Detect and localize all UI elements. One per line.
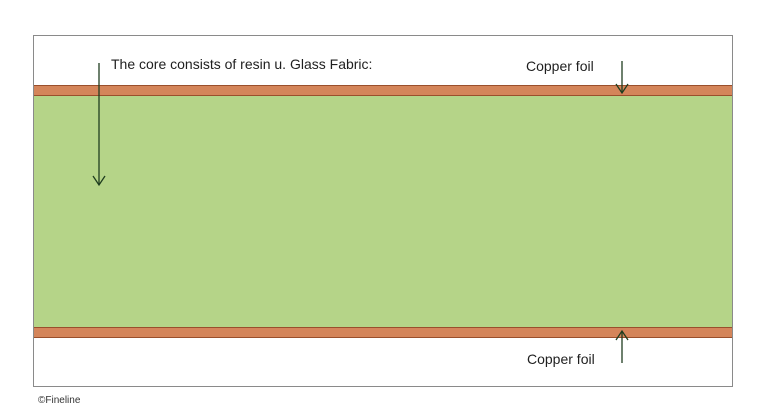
copper-foil-top-layer [34,85,732,96]
copper-foil-top-label: Copper foil [526,58,594,74]
copyright-credit: ©Fineline [38,395,81,406]
copper-foil-bottom-layer [34,327,732,338]
copper-foil-bottom-label: Copper foil [527,351,595,367]
core-layer [34,96,732,327]
core-label: The core consists of resin u. Glass Fabr… [111,56,373,72]
